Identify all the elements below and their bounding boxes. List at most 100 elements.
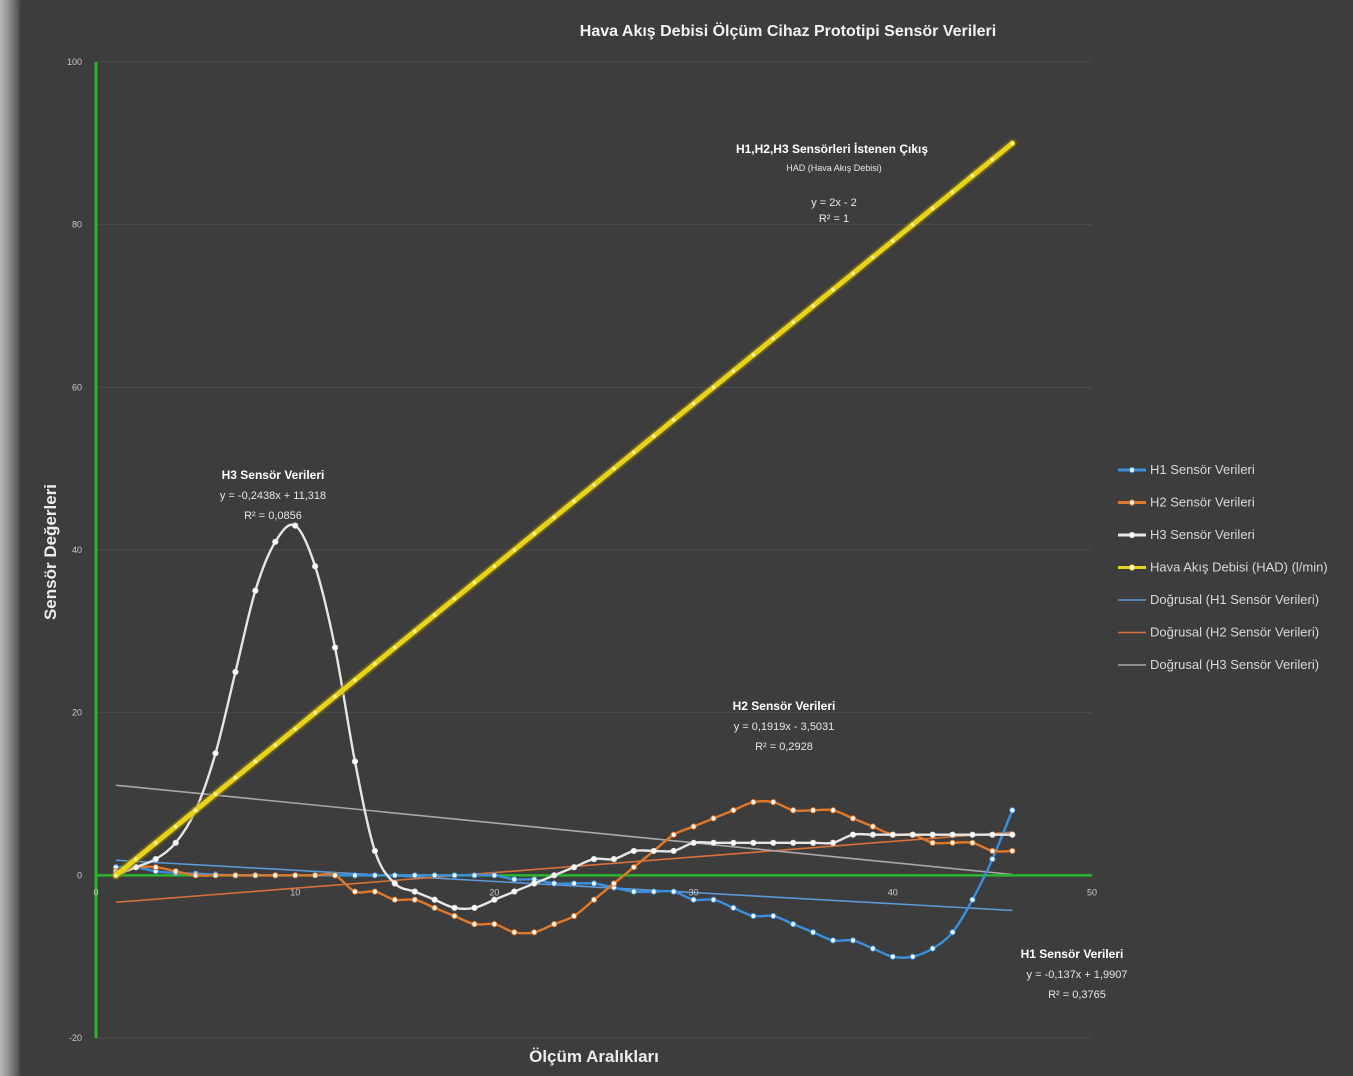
data-point	[511, 888, 518, 895]
data-point	[909, 831, 916, 838]
data-point	[989, 855, 996, 863]
data-point	[969, 896, 976, 903]
trendline	[115, 859, 1013, 912]
data-point	[590, 880, 598, 887]
data-point	[531, 531, 537, 537]
data-point	[869, 945, 876, 952]
data-point	[810, 303, 816, 309]
data-point	[631, 449, 637, 456]
data-point	[451, 912, 458, 920]
series-line	[114, 523, 1014, 911]
tick-labels: -20 0 20 40 60 80 100 0 10 20 30 40 50	[67, 57, 1097, 1043]
data-point	[949, 839, 956, 846]
data-point	[570, 864, 578, 871]
data-point	[670, 417, 677, 423]
data-point	[451, 596, 458, 602]
data-point	[849, 831, 857, 838]
data-point	[829, 937, 837, 944]
y-tick-label: -20	[69, 1033, 82, 1043]
data-point	[392, 644, 398, 651]
data-point	[212, 750, 219, 757]
data-point	[890, 238, 896, 244]
data-point	[590, 896, 598, 903]
legend-marker	[1128, 564, 1136, 571]
data-point	[690, 896, 697, 903]
data-point	[850, 270, 856, 277]
series-line	[114, 799, 1014, 935]
data-point	[491, 921, 498, 928]
data-point	[172, 868, 179, 875]
data-point	[730, 839, 737, 846]
data-point	[491, 872, 498, 879]
data-point	[830, 287, 836, 293]
data-point	[431, 612, 438, 618]
data-point	[511, 547, 518, 553]
legend-marker	[1128, 531, 1136, 539]
data-point	[391, 880, 398, 887]
legend-label: Doğrusal (H1 Sensör Verileri)	[1150, 592, 1319, 607]
data-point	[531, 880, 538, 887]
y-tick-label: 60	[72, 382, 82, 392]
data-point	[670, 831, 677, 838]
data-point	[371, 888, 378, 895]
data-point	[730, 904, 737, 911]
data-point	[770, 799, 777, 806]
annotation-had-r2: R² = 1	[819, 213, 849, 225]
data-point	[411, 872, 418, 879]
data-point	[352, 677, 358, 683]
data-point	[312, 709, 318, 716]
chart-title: Hava Akış Debisi Ölçüm Cihaz Prototipi S…	[580, 21, 996, 40]
annotation-had-subtitle: HAD (Hava Akış Debisi)	[786, 163, 882, 173]
annotation-h2-title: H2 Sensör Verileri	[733, 699, 836, 713]
data-point	[471, 579, 478, 586]
data-point	[610, 855, 618, 863]
annotation-h2-r2: R² = 0,2928	[755, 741, 813, 753]
data-point	[1009, 140, 1016, 147]
data-point	[312, 563, 319, 570]
data-point	[870, 254, 876, 260]
data-point	[412, 628, 418, 635]
data-point	[272, 872, 279, 879]
data-point	[889, 831, 896, 838]
data-point	[989, 847, 996, 855]
trendlines	[115, 784, 1013, 912]
data-point	[690, 823, 697, 830]
data-point	[551, 921, 558, 928]
data-point	[969, 831, 976, 838]
data-point	[610, 880, 618, 887]
gridlines	[96, 61, 1092, 1039]
data-point	[750, 352, 757, 358]
data-point	[710, 384, 717, 391]
data-point	[710, 896, 717, 903]
y-tick-label: 80	[72, 220, 82, 230]
data-point	[571, 498, 577, 504]
data-point	[212, 872, 219, 879]
legend-marker	[1128, 499, 1136, 506]
data-point	[491, 896, 498, 903]
data-point	[252, 758, 259, 765]
data-point	[770, 839, 777, 846]
annotation-had-equation: y = 2x - 2	[811, 197, 857, 209]
data-point	[690, 839, 697, 846]
data-point	[710, 839, 717, 846]
data-point	[949, 929, 956, 936]
data-point	[889, 953, 896, 960]
data-point	[670, 847, 677, 855]
data-point	[332, 693, 338, 700]
data-point	[351, 758, 359, 765]
data-point	[969, 839, 976, 846]
data-point	[153, 840, 159, 846]
data-point	[192, 872, 199, 879]
data-point	[551, 872, 558, 879]
data-point	[451, 904, 458, 911]
data-point	[591, 482, 597, 488]
data-point	[491, 563, 498, 569]
data-point	[292, 726, 298, 732]
data-point	[989, 831, 996, 838]
data-point	[730, 368, 737, 374]
legend-label: H2 Sensör Verileri	[1150, 495, 1255, 510]
data-point	[570, 912, 578, 920]
annotation-had-title: H1,H2,H3 Sensörleri İstenen Çıkış	[736, 141, 928, 156]
data-point	[411, 896, 418, 903]
data-point	[650, 847, 657, 855]
